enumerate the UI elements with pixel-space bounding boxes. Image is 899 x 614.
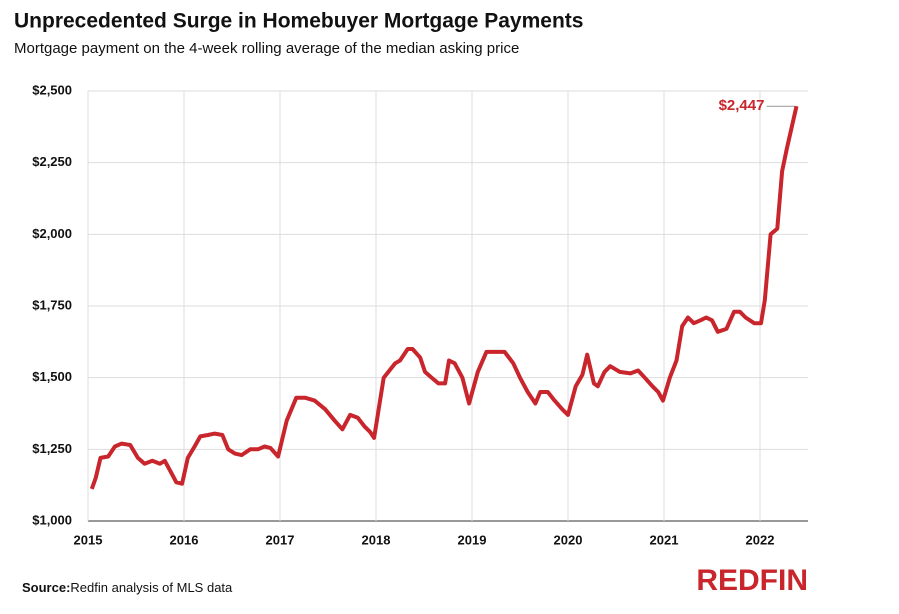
source-text: Redfin analysis of MLS data: [70, 580, 233, 595]
annotation: $2,447: [719, 97, 765, 114]
x-tick-label: 2019: [458, 532, 487, 547]
y-tick-label: $2,500: [32, 82, 72, 97]
x-tick-label: 2021: [650, 532, 679, 547]
y-tick-label: $1,000: [32, 512, 72, 527]
x-tick-label: 2022: [746, 532, 775, 547]
x-tick-label: 2015: [74, 532, 103, 547]
chart-title: Unprecedented Surge in Homebuyer Mortgag…: [14, 10, 583, 33]
x-tick-label: 2016: [170, 532, 199, 547]
source-label: Source:: [22, 580, 70, 595]
y-tick-label: $1,500: [32, 369, 72, 384]
x-tick-label: 2018: [362, 532, 391, 547]
logo: REDFIN: [696, 564, 808, 597]
y-tick-label: $2,250: [32, 154, 72, 169]
y-tick-label: $1,750: [32, 297, 72, 312]
line: [89, 105, 799, 490]
source: Source:Redfin analysis of MLS data: [22, 580, 233, 595]
chart-subtitle: Mortgage payment on the 4-week rolling a…: [14, 40, 519, 57]
y-tick-label: $1,250: [32, 441, 72, 456]
x-tick-label: 2017: [266, 532, 295, 547]
y-tick-label: $2,000: [32, 226, 72, 241]
x-tick-label: 2020: [554, 532, 583, 547]
